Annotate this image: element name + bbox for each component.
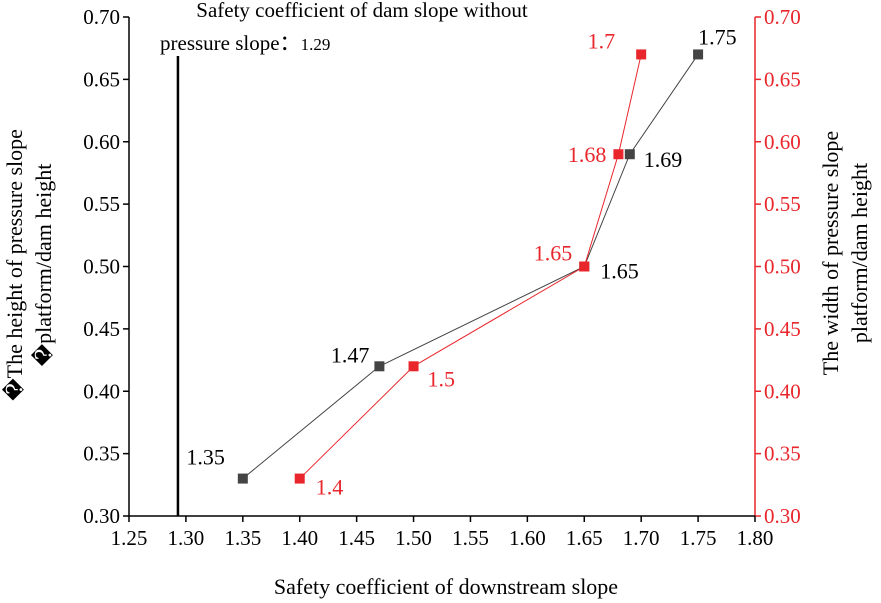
left-y-tick-label: 0.45: [83, 317, 120, 341]
left-y-axis-title-line1: �The height of pressure slope: [2, 129, 27, 401]
data-label-right: 1.4: [316, 475, 344, 500]
x-tick-label: 1.35: [224, 526, 261, 550]
x-tick-label: 1.75: [680, 526, 717, 550]
left-y-tick-label: 0.70: [83, 5, 120, 29]
left-y-tick-label: 0.55: [83, 192, 120, 216]
right-y-axis: 0.30 0.35 0.40 0.45 0.50 0.55 0.60 0.65 0.70: [754, 5, 801, 528]
data-point-right: [613, 149, 624, 160]
left-y-tick-label: 0.35: [83, 442, 120, 466]
x-tick-label: 1.30: [168, 526, 205, 550]
data-point-right: [408, 361, 419, 372]
data-label-right: 1.65: [534, 241, 573, 266]
left-y-tick-label: 0.65: [83, 67, 120, 91]
left-y-axis-title-line2: �platform/dam height: [31, 164, 56, 367]
data-label-right: 1.7: [588, 28, 616, 53]
reference-label-value: 1.29: [301, 35, 331, 54]
right-y-tick-label: 0.55: [764, 192, 801, 216]
x-tick-label: 1.45: [338, 526, 375, 550]
right-y-axis-title-line2: platform/dam height: [847, 163, 872, 343]
data-label-left: 1.69: [644, 147, 683, 172]
left-y-tick-label: 0.40: [83, 379, 120, 403]
right-y-tick-label: 0.50: [764, 255, 801, 279]
left-y-axis-title: �The height of pressure slope �platform/…: [2, 129, 56, 401]
data-label-right: 1.5: [428, 366, 456, 391]
right-y-tick-label: 0.60: [764, 130, 801, 154]
reference-line-group: Safety coefficient of dam slope without …: [160, 0, 528, 516]
right-y-tick-label: 0.45: [764, 317, 801, 341]
data-point-right: [636, 49, 647, 60]
right-y-tick-label: 0.70: [764, 5, 801, 29]
right-y-axis-title: The width of pressure slope platform/dam…: [818, 131, 872, 375]
x-tick-label: 1.55: [452, 526, 489, 550]
data-label-left: 1.47: [331, 342, 370, 367]
data-point-left: [624, 149, 635, 160]
data-point-right: [579, 261, 590, 272]
data-label-left: 1.75: [698, 24, 737, 49]
right-y-axis-title-line1: The width of pressure slope: [818, 131, 843, 375]
data-label-left: 1.65: [600, 259, 639, 284]
data-point-left: [237, 473, 248, 484]
reference-label-line1: Safety coefficient of dam slope without: [196, 0, 528, 22]
x-tick-label: 1.50: [395, 526, 432, 550]
left-y-tick-label: 0.50: [83, 255, 120, 279]
reference-label-line2: pressure slope：1.29: [160, 31, 330, 55]
left-y-tick-label: 0.60: [83, 130, 120, 154]
x-axis-title: Safety coefficient of downstream slope: [274, 574, 618, 599]
data-label-left: 1.35: [186, 445, 225, 470]
right-y-tick-label: 0.65: [764, 67, 801, 91]
left-y-tick-label: 0.30: [83, 504, 120, 528]
x-tick-label: 1.25: [111, 526, 148, 550]
left-y-axis: 0.30 0.35 0.40 0.45 0.50 0.55 0.60 0.65 0.70: [83, 5, 130, 528]
x-tick-label: 1.60: [509, 526, 546, 550]
reference-label-text: pressure slope：: [160, 31, 301, 55]
x-tick-label: 1.70: [623, 526, 660, 550]
x-tick-label: 1.40: [281, 526, 318, 550]
data-label-right: 1.68: [568, 142, 607, 167]
series-line-right: [299, 54, 642, 479]
data-point-left: [693, 49, 704, 60]
right-y-tick-label: 0.40: [764, 379, 801, 403]
x-tick-label: 1.80: [737, 526, 774, 550]
data-point-left: [374, 361, 385, 372]
right-y-tick-label: 0.35: [764, 442, 801, 466]
x-tick-label: 1.65: [566, 526, 603, 550]
series-layer: 1.35 1.47 1.65 1.69 1.75 1.4 1.5 1.65 1.68 1.7: [186, 24, 736, 499]
right-y-tick-label: 0.30: [764, 504, 801, 528]
data-point-right: [294, 473, 305, 484]
x-axis: 1.25 1.30 1.35 1.40 1.45 1.50 1.55 1.60 1.65 1.70…: [111, 515, 774, 550]
